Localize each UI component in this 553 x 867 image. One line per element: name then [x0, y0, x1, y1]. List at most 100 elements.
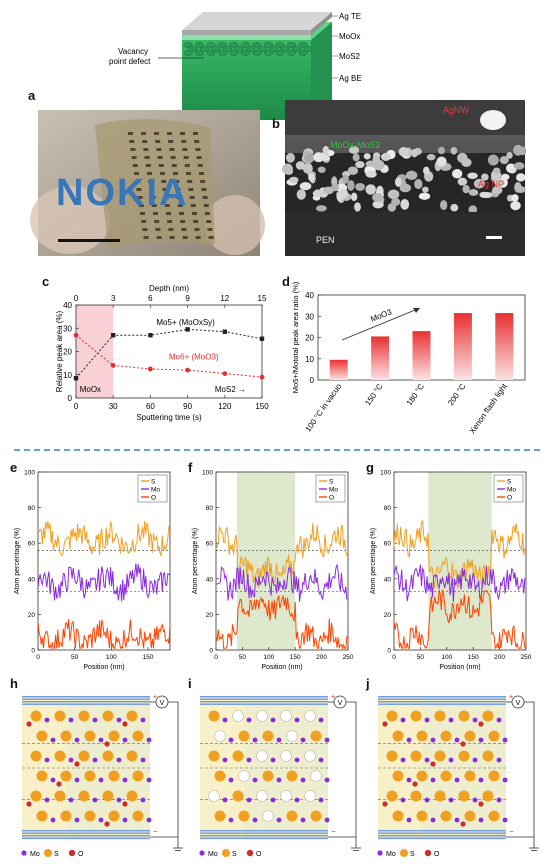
grid-cell — [167, 132, 172, 135]
grain — [303, 152, 315, 164]
s-atom — [410, 710, 422, 722]
x-tick-label: 50 — [417, 654, 425, 661]
legend-marker — [44, 849, 52, 857]
vacancy-defects — [183, 42, 313, 56]
y-tick-label: 0 — [387, 648, 391, 655]
minus-sign: − — [331, 827, 336, 836]
o-atom — [104, 821, 110, 827]
y-tick-label: 20 — [63, 348, 72, 357]
o-atom — [104, 741, 110, 747]
mo-atom — [424, 757, 430, 763]
grain — [468, 189, 479, 196]
mo-atom — [400, 757, 406, 763]
grid-cell — [189, 196, 195, 199]
mo-atom — [50, 777, 56, 783]
y-axis-label: Atom percentage (%) — [370, 528, 377, 594]
grain — [423, 166, 430, 175]
mo-atom — [140, 717, 146, 723]
y-tick-label: 40 — [63, 301, 72, 310]
bottom-electrode-stripe — [22, 835, 150, 837]
bottom-electrode-stripe — [22, 837, 150, 839]
grid-cell — [202, 196, 208, 199]
grain — [479, 191, 489, 198]
moox-region — [76, 305, 114, 398]
defect-dot — [280, 46, 290, 52]
legend-label: Mo — [329, 487, 338, 494]
data-point — [73, 376, 79, 381]
y-tick-label: 60 — [206, 541, 214, 548]
grid-cell — [148, 180, 154, 183]
bar — [495, 313, 514, 380]
grain — [317, 166, 326, 174]
grain — [347, 180, 355, 191]
legend-label: S — [232, 851, 237, 858]
grid-cell — [169, 236, 175, 239]
grid-cell — [136, 188, 142, 191]
grid-cell — [205, 212, 210, 215]
defect-dot — [229, 42, 239, 48]
series-label-mo5: Mo5+ (MoOxSy) — [156, 318, 215, 327]
s-vacancy — [232, 710, 244, 722]
grid-cell — [184, 164, 190, 167]
s-atom — [482, 710, 494, 722]
legend-label: S — [329, 479, 334, 486]
s-atom — [102, 790, 114, 802]
grid-cell — [162, 188, 168, 191]
photo-flexible-device: NOKIA — [30, 110, 265, 256]
s-atom — [440, 770, 452, 782]
bar — [329, 359, 348, 380]
grain — [422, 186, 429, 193]
bar — [412, 331, 431, 380]
mo-atom — [430, 777, 436, 783]
s-atom — [232, 750, 244, 762]
grid-cell — [154, 220, 160, 223]
grain — [289, 176, 299, 183]
s-atom — [126, 710, 138, 722]
x-tick-label: 100 — [106, 654, 117, 661]
panel-letter-c: c — [42, 274, 49, 289]
bottom-electrode-stripe — [200, 832, 328, 834]
grain — [331, 183, 339, 192]
mo-atom — [44, 797, 50, 803]
grid-cell — [150, 196, 156, 199]
s-atom — [286, 810, 298, 822]
s-atom — [214, 770, 226, 782]
mo-atom — [270, 717, 276, 723]
grain — [418, 192, 431, 200]
x-tick-label: 250 — [521, 654, 532, 661]
grid-cell — [180, 132, 185, 135]
s-atom — [78, 750, 90, 762]
bottom-electrode-stripe — [378, 830, 506, 832]
mo-atom — [116, 797, 122, 803]
mo-atom — [496, 797, 502, 803]
s-atom — [208, 750, 220, 762]
mo-atom — [448, 757, 454, 763]
grid-cell — [155, 228, 161, 231]
defect-dot — [211, 46, 221, 52]
scale-bar-a — [58, 239, 120, 242]
plot-frame — [37, 471, 171, 651]
top-electrode-stripe — [22, 698, 150, 700]
defect-dot — [252, 50, 262, 56]
s-atom — [488, 730, 500, 742]
sem-image: AgNW MoOx-MoS2 Ag NP PEN — [281, 100, 527, 256]
profile-line — [393, 589, 526, 650]
o-atom — [122, 801, 128, 807]
x-tick-label: 0 — [74, 402, 79, 411]
mo-atom — [472, 757, 478, 763]
panel-letter-g: g — [366, 460, 374, 475]
voltmeter-label: V — [160, 700, 165, 707]
grid-cell — [149, 188, 155, 191]
s-vacancy — [310, 770, 322, 782]
y-tick-label: 40 — [305, 291, 314, 300]
mo-atom — [454, 737, 460, 743]
s-atom — [60, 810, 72, 822]
y-tick-label: 0 — [68, 394, 73, 403]
grain — [348, 146, 360, 154]
s-atom — [482, 790, 494, 802]
grid-cell — [193, 220, 199, 223]
defect-dot — [264, 42, 273, 48]
grid-cell — [157, 156, 163, 159]
x-tick-label: 150 — [255, 402, 269, 411]
s-atom — [54, 710, 66, 722]
